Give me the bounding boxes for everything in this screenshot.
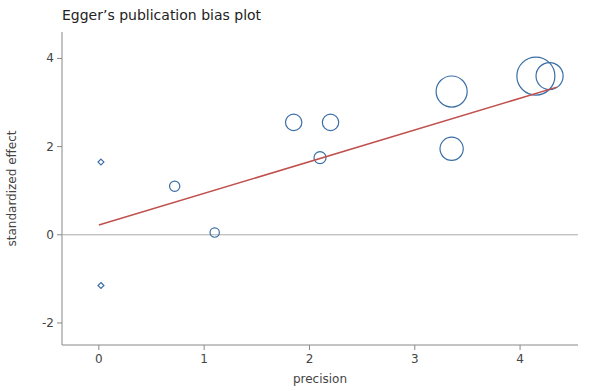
point-circle <box>170 181 180 191</box>
y-tick-label: 0 <box>46 228 54 242</box>
y-tick <box>57 322 62 323</box>
title: Egger’s publication bias plot <box>62 7 262 23</box>
x-axis <box>62 345 578 346</box>
point-circle <box>322 114 338 130</box>
y-tick <box>57 234 62 235</box>
y-tick-label: 2 <box>46 140 54 154</box>
y-tick <box>57 146 62 147</box>
point-circle <box>285 114 301 130</box>
x-tick-label: 1 <box>200 352 208 366</box>
y-tick-label: 4 <box>46 51 54 65</box>
plot-area <box>62 57 578 288</box>
zero-line <box>62 234 578 235</box>
x-tick <box>309 345 310 350</box>
x-tick-label: 2 <box>306 352 314 366</box>
point-circle <box>436 76 467 107</box>
y-tick-label: -2 <box>42 316 54 330</box>
x-tick <box>414 345 415 350</box>
y-tick <box>57 58 62 59</box>
point-circle <box>536 63 563 90</box>
x-label: precision <box>293 372 347 386</box>
x-tick <box>98 345 99 350</box>
y-axis <box>62 32 63 345</box>
chart: Egger’s publication bias plot 0 1 2 3 4 -2 0 2 4 p… <box>0 0 600 391</box>
x-tick <box>204 345 205 350</box>
point-circle <box>210 228 219 237</box>
regression-line <box>99 87 557 225</box>
x-tick <box>520 345 521 350</box>
x-tick-label: 3 <box>411 352 419 366</box>
x-tick-label: 0 <box>95 352 103 366</box>
point-diamond <box>98 159 104 165</box>
x-tick-label: 4 <box>516 352 524 366</box>
point-circle <box>440 137 463 160</box>
y-label: standardized effect <box>5 130 19 246</box>
point-diamond <box>98 283 104 289</box>
